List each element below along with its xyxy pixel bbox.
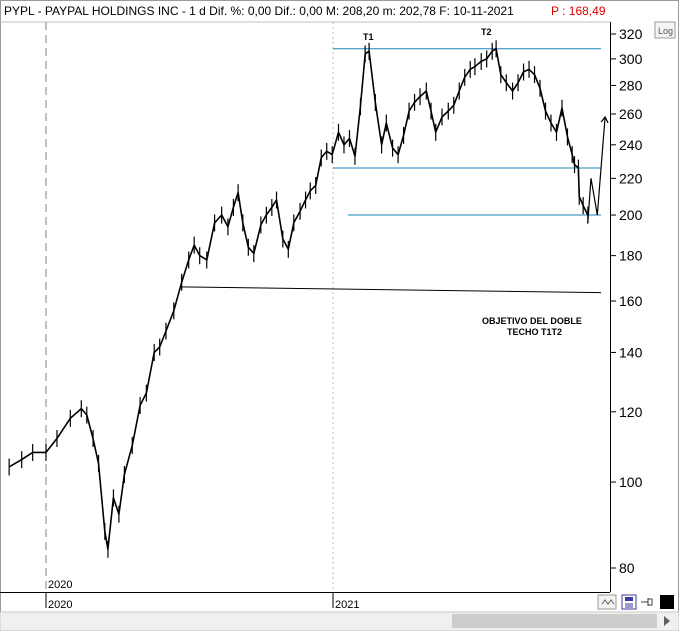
pin-icon[interactable]: [641, 598, 653, 606]
y-tick-label-220: 220: [619, 170, 643, 186]
price-line: [8, 47, 589, 550]
objective-label-line1: OBJETIVO DEL DOBLE: [482, 316, 582, 326]
scroll-right-arrow-icon[interactable]: [664, 616, 670, 626]
save-icon[interactable]: [621, 594, 637, 610]
x-label-2021: 2021: [335, 599, 359, 611]
chart-header: PYPL - PAYPAL HOLDINGS INC - 1 d Dif. %:…: [4, 4, 514, 18]
year-label-top-2020: 2020: [48, 579, 72, 591]
log-button-label: Log: [658, 26, 673, 36]
t1-label: T1: [363, 32, 374, 42]
t2-label: T2: [481, 27, 492, 37]
color-square-icon[interactable]: [660, 595, 674, 609]
y-tick-label-200: 200: [619, 207, 643, 223]
price-series: [8, 40, 589, 558]
y-tick-label-160: 160: [619, 293, 643, 309]
y-tick-label-100: 100: [619, 474, 643, 490]
scrollbar-thumb[interactable]: [452, 614, 657, 628]
y-axis-ticks: 80 100 120 140 160 180 200 220 240 260 280 300 320: [610, 26, 643, 576]
y-tick-label-80: 80: [619, 560, 635, 576]
objective-label-line2: TECHO T1T2: [507, 327, 562, 337]
y-tick-label-180: 180: [619, 248, 643, 264]
projection-arrowhead: [600, 115, 609, 124]
horizontal-lines: [179, 48, 602, 294]
y-tick-label-300: 300: [619, 51, 643, 67]
y-tick-label-260: 260: [619, 106, 643, 122]
y-tick-label-280: 280: [619, 77, 643, 93]
y-tick-label-240: 240: [619, 137, 643, 153]
y-tick-label-120: 120: [619, 404, 643, 420]
projection-path: [587, 115, 609, 223]
projection-line: [587, 116, 606, 223]
x-label-2020: 2020: [48, 599, 72, 611]
last-price-label: P : 168,49: [551, 4, 606, 18]
scroll-icon[interactable]: [597, 594, 617, 610]
y-tick-label-320: 320: [619, 26, 643, 42]
y-tick-label-140: 140: [619, 344, 643, 360]
horizontal-scrollbar[interactable]: [0, 611, 679, 632]
log-scale-button[interactable]: Log: [654, 21, 676, 39]
hline-4: [179, 286, 602, 294]
